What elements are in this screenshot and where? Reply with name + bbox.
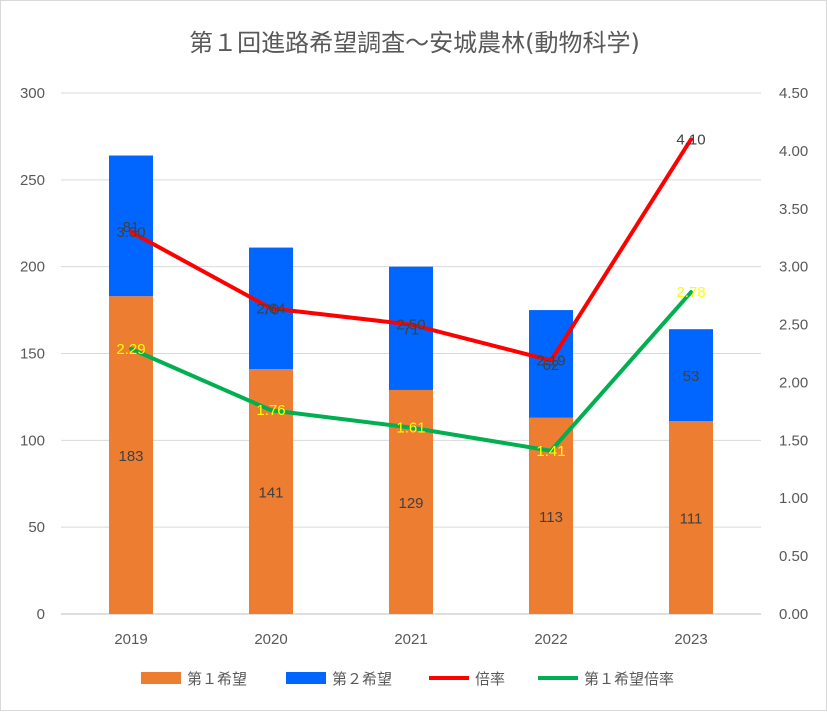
y-left-tick-label: 250	[20, 172, 45, 189]
legend-swatch	[141, 672, 181, 684]
y-right-tick-label: 4.00	[779, 143, 808, 160]
y-right-tick-label: 3.50	[779, 201, 808, 218]
line-first-choice-ratio	[129, 290, 693, 453]
y-left-tick-label: 0	[37, 606, 45, 623]
data-label-second-choice: 53	[683, 368, 700, 385]
y-right-tick-label: 3.00	[779, 259, 808, 276]
bar-second-choice	[529, 310, 573, 418]
x-tick-label: 2021	[394, 631, 427, 648]
data-label-ratio: 3.30	[116, 224, 145, 241]
x-tick-label: 2023	[674, 631, 707, 648]
chart-title: 第１回進路希望調査～安城農林(動物科学)	[189, 29, 640, 57]
y-right-tick-label: 4.50	[779, 85, 808, 102]
y-right-tick-label: 2.50	[779, 317, 808, 334]
line-ratio	[129, 137, 693, 363]
data-label-first-choice-ratio: 1.76	[256, 402, 285, 419]
x-tick-label: 2019	[114, 631, 147, 648]
y-right-tick-label: 1.50	[779, 432, 808, 449]
y-left-tick-label: 150	[20, 346, 45, 363]
bar-second-choice	[109, 155, 153, 297]
y-left-tick-label: 300	[20, 85, 45, 102]
y-left-tick-label: 200	[20, 259, 45, 276]
legend-label: 第１希望	[187, 670, 247, 688]
legend-label: 第１希望倍率	[584, 670, 674, 688]
data-label-first-choice-ratio: 1.61	[396, 420, 425, 437]
data-label-first-choice-ratio: 2.29	[116, 341, 145, 358]
legend-label: 第２希望	[332, 670, 392, 688]
data-label-second-choice: 71	[403, 321, 420, 338]
y-left-tick-label: 100	[20, 432, 45, 449]
data-label-second-choice: 62	[543, 357, 560, 374]
bar-first-choice	[669, 421, 713, 614]
data-label-ratio: 2.19	[536, 352, 565, 369]
bar-second-choice	[669, 329, 713, 422]
legend-swatch	[286, 672, 326, 684]
data-label-ratio: 2.50	[396, 317, 425, 334]
x-tick-label: 2022	[534, 631, 567, 648]
x-tick-label: 2020	[254, 631, 287, 648]
data-label-first-choice: 141	[258, 485, 283, 502]
data-label-first-choice: 129	[398, 495, 423, 512]
data-label-ratio: 4.10	[676, 131, 705, 148]
legend-label: 倍率	[475, 670, 505, 688]
data-label-first-choice-ratio: 1.41	[536, 443, 565, 460]
data-label-first-choice: 113	[539, 509, 563, 526]
y-right-tick-label: 0.50	[779, 548, 808, 565]
data-label-second-choice: 81	[123, 219, 140, 236]
data-label-first-choice: 183	[118, 448, 143, 465]
data-label-ratio: 2.64	[256, 300, 285, 317]
y-right-tick-label: 1.00	[779, 490, 808, 507]
data-label-second-choice: 70	[263, 301, 280, 318]
y-right-tick-label: 0.00	[779, 606, 808, 623]
data-label-first-choice: 111	[680, 511, 703, 528]
y-left-tick-label: 50	[28, 519, 45, 536]
data-label-first-choice-ratio: 2.78	[676, 284, 705, 301]
y-right-tick-label: 2.00	[779, 374, 808, 391]
